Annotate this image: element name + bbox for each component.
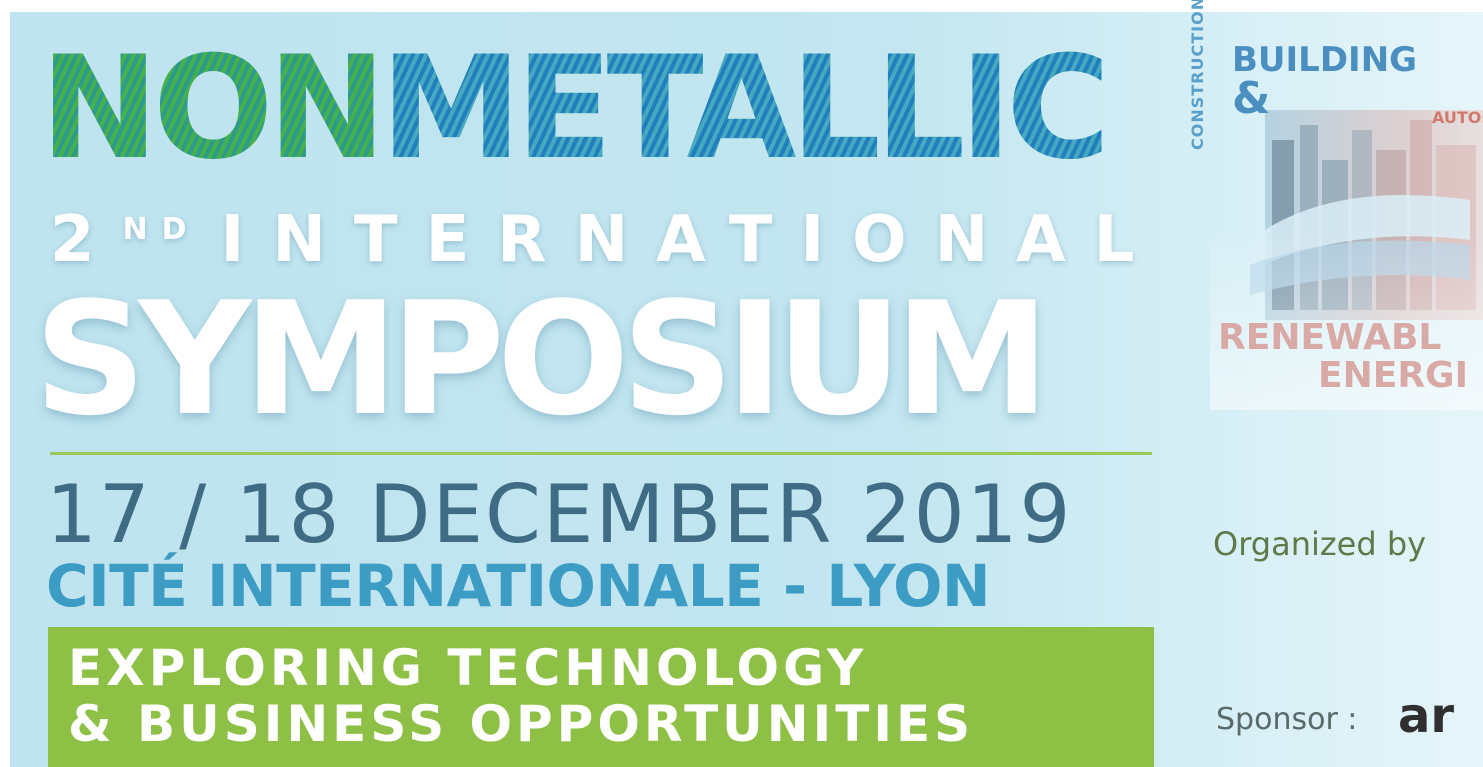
- title-word-metallic: METALLIC: [380, 26, 1110, 191]
- sponsor-logo: ar: [1398, 688, 1455, 744]
- building-label: BUILDING: [1232, 40, 1418, 80]
- sponsor-label: Sponsor :: [1216, 702, 1358, 737]
- edition-word: INTERNATIONAL: [220, 203, 1163, 277]
- tagline-line-2: & BUSINESS OPPORTUNITIES: [68, 695, 975, 753]
- city-collage-image: [1210, 110, 1483, 410]
- tagline-box: EXPLORING TECHNOLOGY & BUSINESS OPPORTUN…: [48, 627, 1154, 767]
- event-venue: CITÉ INTERNATIONALE - LYON: [46, 552, 991, 620]
- edition-number: 2: [50, 203, 123, 277]
- edition-line: 2ND INTERNATIONAL: [50, 190, 1162, 280]
- title-word-non: NON: [40, 26, 381, 191]
- tagline-line-1: EXPLORING TECHNOLOGY: [68, 639, 868, 697]
- ampersand-label: &: [1232, 73, 1271, 124]
- renewable-label: RENEWABL: [1218, 317, 1442, 358]
- organized-by-label: Organized by: [1213, 525, 1427, 563]
- green-divider: [50, 452, 1152, 455]
- event-dates: 17 / 18 DECEMBER 2019: [46, 468, 1073, 561]
- edition-suffix: ND: [122, 212, 201, 247]
- energies-label: ENERGI: [1318, 355, 1468, 396]
- construction-label: CONSTRUCTION: [1188, 0, 1207, 150]
- event-title: NONMETALLIC: [40, 34, 1110, 184]
- automotive-label: AUTOM: [1432, 108, 1483, 127]
- event-type: SYMPOSIUM: [34, 268, 1050, 450]
